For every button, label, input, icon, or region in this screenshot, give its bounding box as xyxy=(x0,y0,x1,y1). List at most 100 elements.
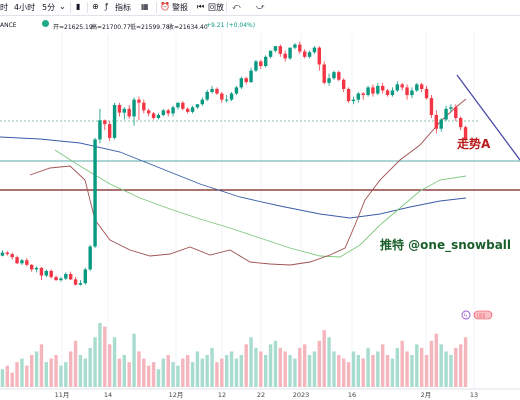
candle[interactable] xyxy=(361,92,365,100)
candle[interactable] xyxy=(20,258,24,265)
candle[interactable] xyxy=(49,269,53,279)
indicators-icon[interactable]: ƒ xyxy=(105,2,108,11)
candle[interactable] xyxy=(302,49,307,59)
candle[interactable] xyxy=(112,102,117,140)
candle[interactable] xyxy=(371,84,375,97)
candle[interactable] xyxy=(317,46,322,71)
undo-icon[interactable]: ⤺ xyxy=(232,2,241,11)
chevron-down-icon[interactable]: ⌄ xyxy=(59,2,66,11)
candle[interactable] xyxy=(176,102,180,110)
candle[interactable] xyxy=(263,55,268,68)
candle[interactable] xyxy=(68,271,73,281)
candle[interactable] xyxy=(185,107,190,114)
candle[interactable] xyxy=(5,251,10,256)
candle[interactable] xyxy=(205,89,209,102)
candle[interactable] xyxy=(332,70,336,80)
candle[interactable] xyxy=(200,97,205,106)
candle[interactable] xyxy=(122,107,127,120)
candle[interactable] xyxy=(103,119,107,131)
layout-icon[interactable]: ▦ xyxy=(141,2,149,11)
candle[interactable] xyxy=(322,61,326,85)
candle[interactable] xyxy=(439,118,443,132)
candle[interactable] xyxy=(356,92,361,103)
candle[interactable] xyxy=(268,50,273,59)
candle[interactable] xyxy=(171,105,175,117)
candle[interactable] xyxy=(395,81,400,92)
candle[interactable] xyxy=(341,78,346,92)
candle[interactable] xyxy=(458,116,463,131)
candle[interactable] xyxy=(146,108,151,117)
candle[interactable] xyxy=(283,50,287,62)
candle[interactable] xyxy=(405,84,409,100)
candle[interactable] xyxy=(424,85,429,100)
candle[interactable] xyxy=(54,275,58,281)
candle[interactable] xyxy=(78,280,83,286)
candle[interactable] xyxy=(444,105,448,122)
candle[interactable] xyxy=(229,92,234,102)
candle[interactable] xyxy=(127,105,131,119)
candle[interactable] xyxy=(390,87,395,97)
redo-icon[interactable]: ⤻ xyxy=(256,2,265,11)
candle[interactable] xyxy=(34,266,39,273)
symbol-name[interactable]: ANCE xyxy=(0,22,17,29)
candle[interactable] xyxy=(59,277,63,282)
candle[interactable] xyxy=(449,104,453,112)
candle[interactable] xyxy=(463,125,468,143)
candle[interactable] xyxy=(288,47,292,60)
candle[interactable] xyxy=(220,92,224,103)
candle[interactable] xyxy=(249,67,253,83)
candle[interactable] xyxy=(346,87,351,103)
candle[interactable] xyxy=(312,46,317,54)
candle[interactable] xyxy=(234,85,239,96)
candle[interactable] xyxy=(117,102,122,117)
candle[interactable] xyxy=(215,87,219,96)
candle[interactable] xyxy=(88,244,92,271)
candle[interactable] xyxy=(224,95,229,103)
candle[interactable] xyxy=(351,96,356,105)
candle[interactable] xyxy=(400,82,404,91)
candle[interactable] xyxy=(181,101,185,111)
candle[interactable] xyxy=(73,277,78,286)
candle[interactable] xyxy=(15,255,19,265)
candle[interactable] xyxy=(337,70,341,82)
candle[interactable] xyxy=(83,267,88,285)
candle[interactable] xyxy=(376,82,380,96)
candle[interactable] xyxy=(239,76,244,89)
candlestick-icon[interactable]: ▮ xyxy=(76,2,81,11)
candle[interactable] xyxy=(0,250,5,257)
candle[interactable] xyxy=(210,85,214,94)
candle[interactable] xyxy=(419,82,424,92)
candle[interactable] xyxy=(434,110,439,134)
candle[interactable] xyxy=(307,50,312,59)
candle[interactable] xyxy=(415,82,419,92)
candle[interactable] xyxy=(44,269,49,278)
candle[interactable] xyxy=(254,59,258,73)
candle[interactable] xyxy=(429,95,434,118)
candle[interactable] xyxy=(132,97,136,126)
candle[interactable] xyxy=(195,104,200,109)
candle[interactable] xyxy=(293,43,297,50)
candle[interactable] xyxy=(190,105,195,114)
indicators-button[interactable]: 指标 xyxy=(115,3,131,12)
interval-5m[interactable]: 5分 xyxy=(42,3,56,12)
candle[interactable] xyxy=(107,121,112,141)
alert-button[interactable]: 警报 xyxy=(172,3,188,12)
candle[interactable] xyxy=(98,108,102,144)
replay-icon[interactable]: ⏮ xyxy=(197,2,205,11)
candle[interactable] xyxy=(278,44,283,57)
candle[interactable] xyxy=(366,85,370,97)
trend-line[interactable] xyxy=(456,74,520,161)
candle[interactable] xyxy=(410,87,414,99)
candle[interactable] xyxy=(327,73,331,86)
candle[interactable] xyxy=(64,272,68,281)
replay-button[interactable]: 回放 xyxy=(208,3,224,12)
candle[interactable] xyxy=(454,104,458,122)
candle[interactable] xyxy=(385,88,390,97)
candle[interactable] xyxy=(380,82,385,94)
lightning-icon[interactable]: ϟ xyxy=(461,310,471,320)
candle[interactable] xyxy=(137,96,141,121)
candle[interactable] xyxy=(156,113,161,120)
candle[interactable] xyxy=(151,111,156,120)
candle[interactable] xyxy=(10,252,14,260)
